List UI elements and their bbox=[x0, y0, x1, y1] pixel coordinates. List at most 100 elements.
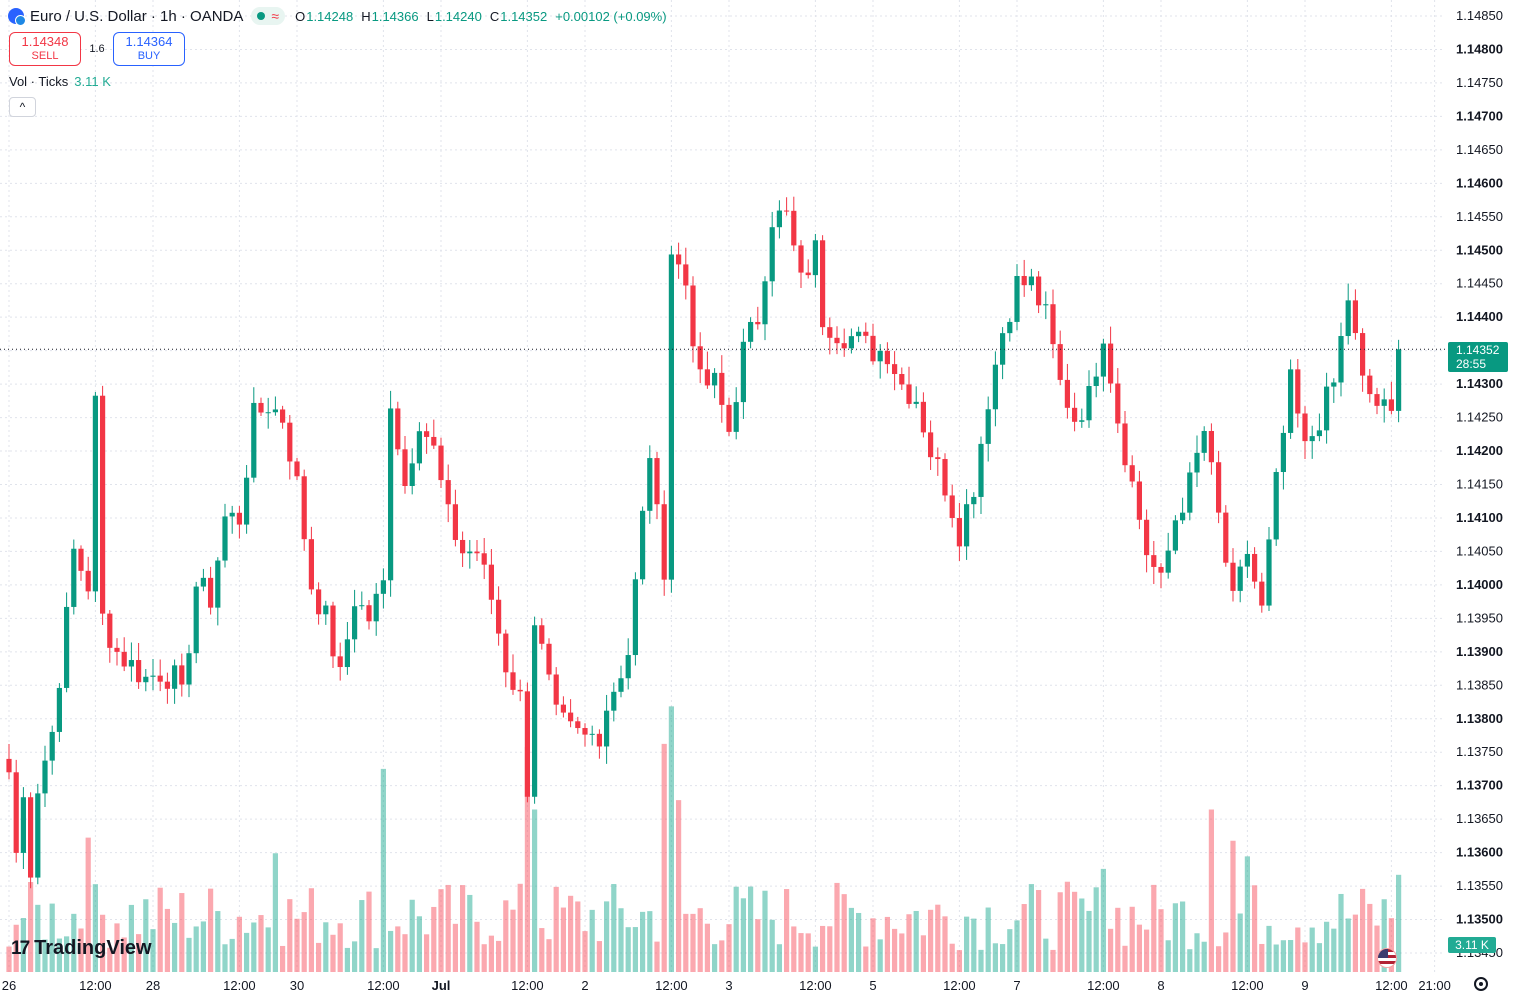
volume-bar bbox=[820, 925, 826, 972]
candle-body bbox=[438, 445, 444, 481]
candle-body bbox=[280, 409, 286, 423]
x-tick-label: 12:00 bbox=[1375, 978, 1408, 993]
volume-bar bbox=[373, 948, 379, 972]
y-tick-label: 1.14200 bbox=[1456, 443, 1503, 458]
candle-body bbox=[582, 728, 588, 735]
volume-bar bbox=[1273, 944, 1279, 972]
candle-body bbox=[236, 512, 242, 525]
candle-body bbox=[200, 577, 206, 587]
candle-body bbox=[229, 512, 235, 517]
candle-body bbox=[380, 580, 386, 594]
volume-bar bbox=[215, 911, 221, 972]
volume-legend[interactable]: Vol · Ticks 3.11 K bbox=[9, 74, 111, 89]
spread-value: 1.6 bbox=[89, 43, 105, 55]
volume-bar bbox=[1072, 891, 1078, 972]
candle-body bbox=[164, 681, 170, 689]
candle-body bbox=[1165, 550, 1171, 573]
candle-body bbox=[1352, 300, 1358, 334]
x-tick-label: 28 bbox=[146, 978, 160, 993]
volume-bar bbox=[596, 941, 602, 972]
volume-legend-label: Vol · Ticks bbox=[9, 74, 69, 89]
volume-bar bbox=[668, 706, 674, 972]
candle-body bbox=[913, 401, 919, 404]
candle-body bbox=[978, 443, 984, 497]
candle-body bbox=[452, 504, 458, 540]
candle-body bbox=[1079, 420, 1085, 422]
volume-bar bbox=[647, 911, 653, 972]
candle-body bbox=[71, 548, 77, 607]
candle-body bbox=[1280, 432, 1286, 473]
volume-bar bbox=[1230, 840, 1236, 972]
y-tick-label: 1.14850 bbox=[1456, 8, 1503, 23]
candle-body bbox=[568, 712, 574, 722]
candle-body bbox=[272, 409, 278, 413]
candle-body bbox=[748, 321, 754, 342]
volume-bar bbox=[1295, 927, 1301, 972]
volume-bar bbox=[42, 939, 48, 972]
x-tick-label: 12:00 bbox=[655, 978, 688, 993]
symbol-title[interactable]: Euro / U.S. Dollar · 1h · OANDA bbox=[30, 7, 244, 25]
candle-body bbox=[244, 477, 250, 525]
sell-button[interactable]: 1.14348 SELL bbox=[9, 32, 81, 66]
candle-body bbox=[1309, 436, 1315, 442]
market-status-dot-icon bbox=[257, 12, 266, 20]
volume-bar bbox=[1043, 938, 1049, 972]
candle-body bbox=[1194, 452, 1200, 473]
volume-bar bbox=[85, 837, 91, 972]
y-tick-label: 1.14750 bbox=[1456, 75, 1503, 90]
volume-bar bbox=[164, 908, 170, 972]
us-flag-icon[interactable] bbox=[1377, 948, 1397, 968]
candle-body bbox=[251, 402, 257, 478]
volume-bar bbox=[1115, 907, 1121, 972]
candle-body bbox=[985, 409, 991, 444]
volume-bar bbox=[827, 926, 833, 972]
volume-bar bbox=[690, 913, 696, 972]
buy-button[interactable]: 1.14364 BUY bbox=[113, 32, 185, 66]
volume-bar bbox=[892, 928, 898, 972]
volume-bar bbox=[1216, 946, 1222, 972]
candle-body bbox=[1144, 519, 1150, 556]
last-volume-tag: 3.11 K bbox=[1448, 937, 1496, 953]
candle-body bbox=[85, 570, 91, 592]
candle-body bbox=[488, 564, 494, 600]
candle-body bbox=[841, 343, 847, 349]
volume-bar bbox=[474, 921, 480, 972]
candle-body bbox=[395, 408, 401, 450]
candle-body bbox=[373, 593, 379, 622]
x-tick-label: 2 bbox=[581, 978, 588, 993]
candle-body bbox=[1050, 304, 1056, 345]
volume-bar bbox=[208, 888, 214, 972]
candle-body bbox=[78, 548, 84, 571]
candle-body bbox=[1367, 375, 1373, 395]
candle-body bbox=[604, 710, 610, 747]
collapse-legend-button[interactable]: ^ bbox=[9, 97, 36, 117]
candle-body bbox=[114, 647, 120, 652]
volume-bar bbox=[589, 909, 595, 972]
volume-bar bbox=[186, 937, 192, 972]
candle-body bbox=[640, 510, 646, 580]
volume-bar bbox=[100, 914, 106, 972]
volume-bar bbox=[1316, 943, 1322, 972]
volume-bar bbox=[1086, 910, 1092, 972]
volume-bar bbox=[388, 930, 394, 972]
volume-bar bbox=[1309, 927, 1315, 972]
y-tick-label: 1.13850 bbox=[1456, 677, 1503, 692]
x-tick-label: 12:00 bbox=[79, 978, 112, 993]
settings-icon[interactable] bbox=[1474, 977, 1488, 991]
y-tick-label: 1.13700 bbox=[1456, 778, 1503, 793]
volume-bar bbox=[56, 938, 62, 972]
candle-body bbox=[1252, 553, 1258, 582]
tradingview-logo[interactable]: 17 TradingView bbox=[11, 937, 152, 960]
candle-body bbox=[812, 240, 818, 276]
candle-body bbox=[539, 625, 545, 644]
candle-body bbox=[1021, 275, 1027, 286]
volume-bar bbox=[287, 899, 293, 972]
volume-bar bbox=[1007, 929, 1013, 972]
candle-body bbox=[1036, 276, 1042, 306]
volume-bar bbox=[445, 884, 451, 972]
candle-body bbox=[1345, 300, 1351, 337]
candle-body bbox=[1201, 430, 1207, 453]
volume-bar bbox=[460, 885, 466, 972]
market-status[interactable]: ≈ bbox=[251, 7, 286, 25]
